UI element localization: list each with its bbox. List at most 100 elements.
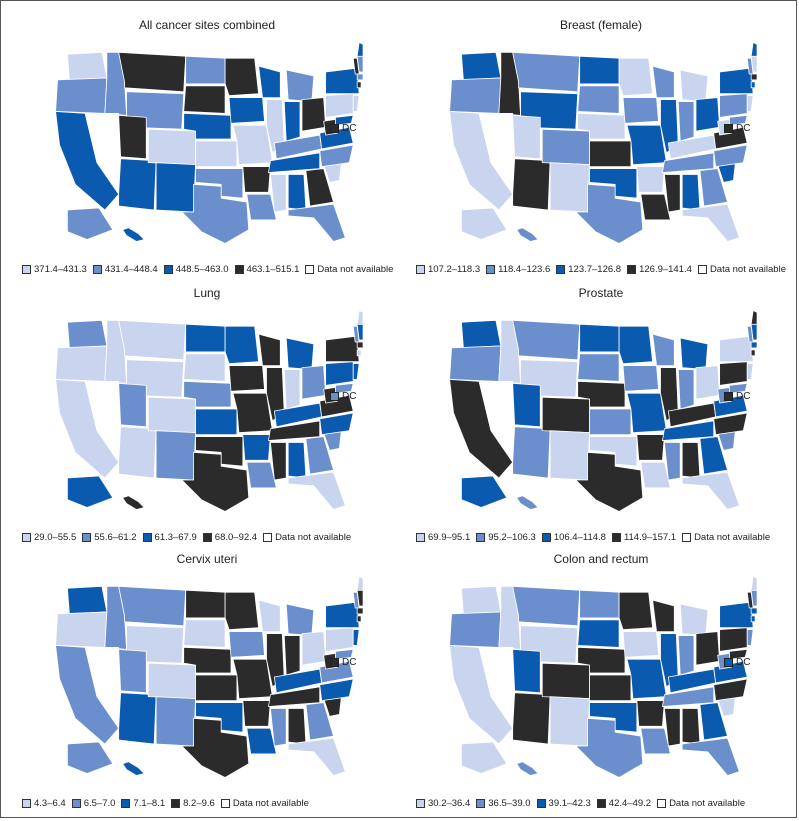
state-la [246, 461, 277, 489]
state-nm [549, 430, 590, 481]
state-nm [155, 162, 196, 213]
legend-label: Data not available [669, 797, 746, 809]
state-mt [118, 319, 187, 361]
legend-item: 463.1–515.1 [234, 264, 299, 275]
state-oh [695, 631, 721, 666]
state-mi [679, 603, 709, 637]
legend-label: Data not available [709, 263, 786, 275]
state-az [118, 426, 157, 479]
state-tn [661, 420, 715, 441]
legend-item: 7.1–8.1 [121, 798, 165, 809]
state-ga [699, 436, 729, 475]
state-ut [118, 114, 147, 160]
legend-swatch [263, 532, 273, 542]
state-sd [577, 353, 620, 382]
us-state-map [55, 41, 364, 244]
state-ia [228, 97, 265, 124]
legend-swatch [305, 264, 315, 274]
state-pa [719, 361, 748, 386]
state-in [283, 369, 301, 410]
state-co [541, 662, 590, 700]
legend-item: Data not available [697, 263, 786, 275]
state-nj [352, 363, 360, 380]
state-ga [305, 168, 335, 207]
state-nc [713, 144, 748, 168]
legend-label: 36.5–39.0 [488, 797, 531, 809]
state-ut [118, 382, 147, 428]
state-ga [699, 702, 729, 741]
legend-label: 106.4–114.8 [553, 531, 606, 543]
map-title: Colon and rectum [553, 552, 649, 566]
legend-swatch [92, 264, 102, 274]
state-ak [461, 741, 508, 774]
state-nm [155, 430, 196, 481]
legend-swatch [416, 798, 425, 808]
state-az [118, 692, 157, 745]
state-ia [228, 631, 265, 658]
legend-item: 39.1–42.3 [536, 798, 591, 809]
state-tn [267, 420, 321, 441]
state-mt [118, 585, 187, 627]
state-nd [185, 589, 226, 619]
state-ma [750, 73, 758, 81]
state-ny [719, 335, 754, 363]
state-ak [67, 475, 114, 508]
state-mt [512, 319, 581, 361]
state-mo [626, 392, 667, 434]
state-ar [636, 700, 665, 727]
state-md [335, 114, 354, 126]
dc-label: DC [736, 657, 751, 668]
state-fl [287, 737, 346, 776]
map-title: Lung [193, 286, 221, 300]
state-nd [185, 323, 226, 353]
state-ct [750, 615, 756, 623]
state-ma [750, 341, 758, 349]
state-md [335, 648, 354, 660]
legend-label: 69.9–95.1 [428, 531, 471, 543]
state-ny [325, 601, 360, 629]
state-oh [301, 631, 327, 666]
state-ms [663, 174, 681, 213]
state-ny [325, 335, 360, 363]
us-state-map [449, 309, 758, 512]
state-la [640, 461, 671, 489]
legend-item: 30.2–36.4 [416, 798, 470, 809]
map-legend: 371.4–431.3 431.4–448.4 448.5–463.0 463.1–5… [22, 262, 402, 276]
state-wi [652, 599, 675, 633]
dc-label: DC [342, 123, 357, 134]
state-mi [679, 69, 709, 103]
legend-swatch [476, 532, 486, 542]
state-mi [679, 337, 709, 371]
state-ct [356, 81, 362, 89]
state-ut [512, 382, 541, 428]
state-pa [325, 627, 354, 652]
state-tn [267, 686, 321, 707]
state-or [55, 77, 108, 114]
state-me [356, 575, 364, 591]
state-pa [719, 93, 748, 118]
state-sd [183, 619, 226, 648]
state-fl [681, 203, 740, 242]
state-ms [269, 442, 287, 481]
legend-label: 7.1–8.1 [133, 797, 166, 809]
state-oh [695, 365, 721, 400]
map-legend: 29.0–55.5 55.6–61.2 61.3–67.9 68.0–92.4 Data… [22, 530, 402, 544]
state-in [677, 369, 695, 410]
legend-item: 55.6–61.2 [82, 532, 137, 543]
state-ny [325, 67, 360, 95]
state-ma [356, 341, 364, 349]
state-la [246, 193, 277, 221]
state-in [283, 101, 301, 142]
state-fl [287, 471, 346, 510]
state-mn [618, 325, 654, 365]
state-ny [719, 67, 754, 95]
legend-swatch [121, 798, 131, 808]
state-nm [155, 696, 196, 747]
state-ar [636, 434, 665, 461]
state-ak [461, 207, 508, 240]
state-ar [242, 434, 271, 461]
state-al [287, 174, 307, 211]
legend-swatch [416, 264, 425, 274]
state-az [512, 426, 551, 479]
state-mt [512, 585, 581, 627]
